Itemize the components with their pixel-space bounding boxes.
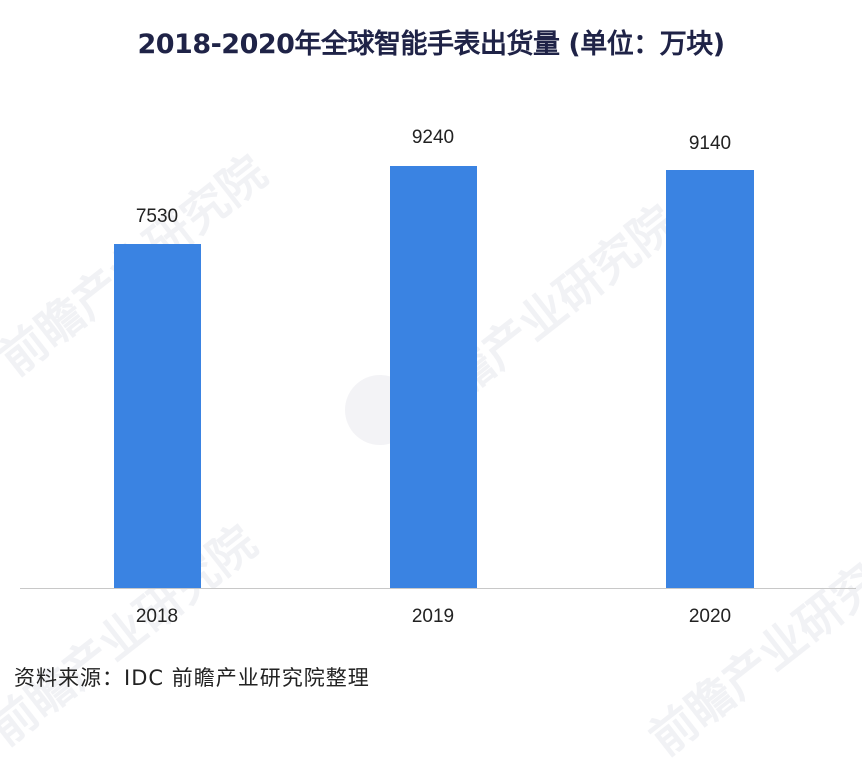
bar-2019 <box>390 166 477 588</box>
value-label-2020: 9140 <box>688 133 732 154</box>
chart-title: 2018-2020年全球智能手表出货量 (单位：万块) <box>137 29 725 60</box>
value-label-2019: 9240 <box>411 127 455 148</box>
value-label-2018: 7530 <box>135 206 179 227</box>
x-tick-2019: 2019 <box>411 606 455 627</box>
x-tick-2020: 2020 <box>688 606 732 627</box>
source-note: 资料来源：IDC 前瞻产业研究院整理 <box>14 666 370 690</box>
x-axis-line <box>20 588 856 589</box>
x-tick-2018: 2018 <box>135 606 179 627</box>
bar-2020 <box>666 170 754 588</box>
bar-2018 <box>114 244 201 588</box>
plot-area: 前瞻产业研究院 前瞻产业研究院 前瞻产业研究院 前瞻产业研究院 7530 924… <box>0 127 862 766</box>
